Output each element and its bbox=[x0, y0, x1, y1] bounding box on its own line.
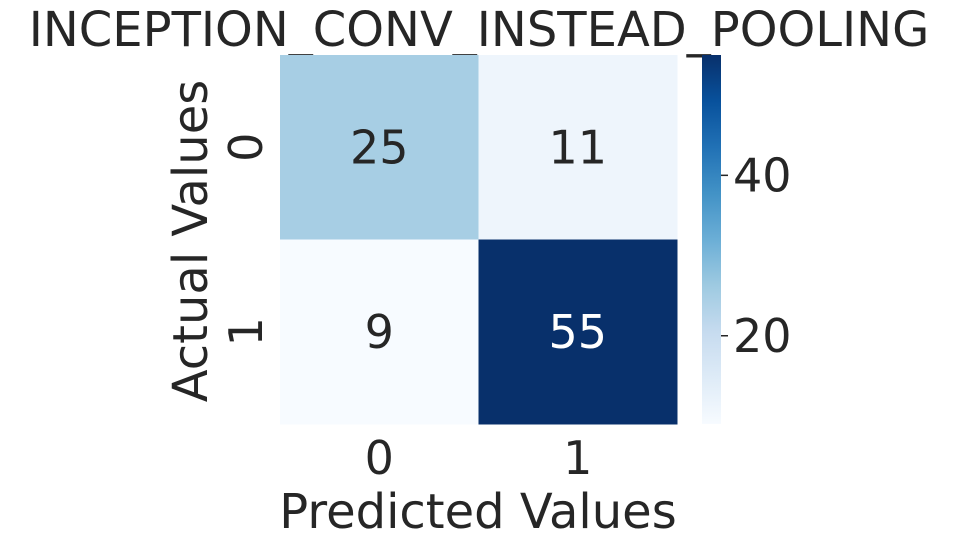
y-tick-label: 1 bbox=[219, 317, 273, 346]
chart-title: INCEPTION_CONV_INSTEAD_POOLING bbox=[29, 2, 930, 58]
heatmap-cells bbox=[280, 55, 678, 425]
heatmap-cell bbox=[280, 239, 479, 425]
y-axis-label: Actual Values bbox=[163, 80, 219, 402]
cell-value-label: 55 bbox=[548, 305, 607, 359]
heatmap-cell bbox=[478, 239, 678, 425]
colorbar-tick-label: 20 bbox=[733, 309, 792, 363]
colorbar bbox=[702, 55, 721, 424]
colorbar-tick-label: 40 bbox=[733, 148, 792, 202]
heatmap-cell bbox=[478, 55, 678, 240]
cell-value-label: 9 bbox=[365, 305, 394, 359]
x-tick-label: 1 bbox=[563, 431, 592, 485]
heatmap-cell bbox=[280, 55, 479, 240]
cell-value-label: 25 bbox=[350, 120, 409, 174]
y-axis-ticks: 01 bbox=[219, 133, 273, 347]
x-tick-label: 0 bbox=[365, 431, 394, 485]
x-axis-label: Predicted Values bbox=[279, 484, 676, 540]
y-tick-label: 0 bbox=[219, 133, 273, 162]
heatmap-cell-labels: 25 11 9 55 bbox=[350, 120, 607, 359]
cell-value-label: 11 bbox=[548, 120, 607, 174]
